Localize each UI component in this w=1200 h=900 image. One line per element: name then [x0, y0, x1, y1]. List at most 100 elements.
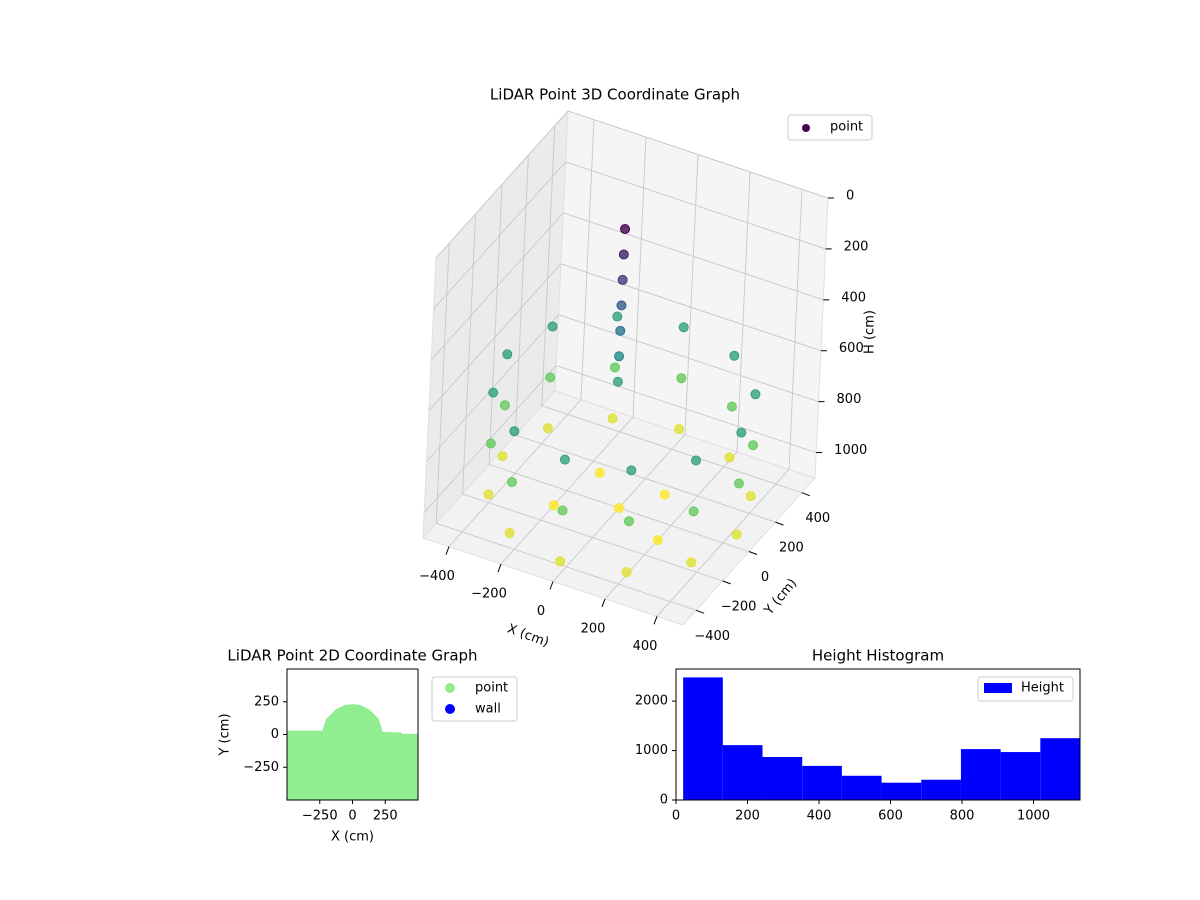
bar: [802, 765, 842, 800]
tick-mark: [801, 492, 810, 497]
chart-title: Height Histogram: [812, 647, 944, 665]
bar: [683, 677, 723, 800]
point: [502, 349, 513, 360]
bar: [960, 749, 1001, 800]
point: [615, 325, 626, 336]
point: [724, 452, 735, 463]
point: [691, 455, 702, 466]
x-tick-label: 200: [581, 621, 606, 636]
point: [659, 489, 670, 500]
bar: [1000, 752, 1041, 800]
bar: [1040, 738, 1080, 800]
point: [614, 503, 624, 513]
grid-line: [541, 125, 556, 406]
point: [736, 427, 747, 438]
legend-box: [787, 114, 873, 141]
point: [612, 376, 623, 387]
grid-line: [436, 522, 697, 611]
point: [616, 300, 627, 311]
bar: [921, 779, 961, 800]
tick-mark: [497, 563, 502, 573]
legend-marker: [802, 124, 810, 132]
y-tick-label: 1000: [635, 743, 668, 758]
point: [557, 505, 568, 516]
legend-marker: [445, 704, 455, 714]
grid-line: [515, 434, 776, 523]
point: [497, 451, 508, 462]
legend-box: [431, 676, 518, 722]
grid-line: [788, 189, 803, 470]
y-axis-label: Y (cm): [218, 713, 233, 756]
axes-frame: [675, 668, 1081, 801]
point: [731, 529, 742, 540]
point: [673, 424, 684, 435]
x-tick-label: 0: [348, 809, 356, 824]
x-tick-label: −250: [302, 809, 338, 824]
point: [748, 440, 759, 451]
point: [509, 426, 520, 437]
point: [729, 350, 740, 361]
grid-line: [563, 212, 824, 301]
y-tick-label: −200: [721, 599, 757, 614]
point: [617, 274, 628, 285]
grid-line: [435, 243, 450, 524]
z-tick-label: 200: [844, 239, 869, 254]
point: [488, 387, 499, 398]
z-tick-label: 800: [837, 392, 862, 407]
point: [733, 478, 744, 489]
legend-marker: [445, 683, 455, 693]
grid-line: [462, 493, 723, 582]
grid-line: [736, 171, 751, 452]
z-tick-label: 1000: [834, 443, 867, 458]
point: [626, 465, 637, 476]
bar: [881, 782, 922, 800]
x-tick-label: 250: [373, 809, 398, 824]
point: [499, 400, 510, 411]
grid-line: [565, 161, 826, 250]
point: [485, 438, 496, 449]
y-tick-label: 2000: [635, 694, 668, 709]
point: [547, 321, 558, 332]
grid-line: [435, 110, 569, 259]
x-tick-label: 800: [950, 809, 975, 824]
x-tick-label: −400: [419, 569, 455, 584]
bar: [722, 745, 763, 800]
legend-label: wall: [475, 702, 501, 717]
point: [555, 556, 566, 567]
z-tick-label: 400: [841, 290, 866, 305]
x-tick-label: 400: [633, 639, 658, 654]
point: [676, 373, 687, 384]
point: [726, 401, 737, 412]
x-tick-label: 0: [672, 809, 680, 824]
grid-line: [558, 314, 819, 403]
grid-line: [567, 110, 829, 199]
point: [745, 491, 756, 502]
z-tick-label: 600: [839, 341, 864, 356]
point: [688, 506, 699, 517]
x-tick-label: −200: [471, 587, 507, 602]
grid-line: [462, 213, 477, 494]
x-tick-label: 400: [807, 809, 832, 824]
point: [607, 413, 618, 424]
point: [542, 423, 553, 434]
tick-mark: [445, 546, 450, 555]
y-tick-label: 200: [779, 541, 804, 556]
point: [621, 567, 632, 578]
tick-mark: [601, 598, 606, 608]
y-tick-label: −400: [694, 629, 730, 644]
tick-mark: [549, 581, 554, 590]
point-region: [287, 704, 418, 800]
grid-line: [430, 212, 564, 361]
chart-title: LiDAR Point 2D Coordinate Graph: [227, 647, 477, 665]
legend-label: point: [830, 120, 863, 135]
point: [545, 372, 556, 383]
x-tick-label: 1000: [1017, 809, 1050, 824]
point: [620, 224, 631, 235]
point: [559, 454, 570, 465]
x-tick-label: 600: [878, 809, 903, 824]
tick-mark: [722, 580, 731, 585]
point: [609, 362, 620, 373]
y-tick-label: 250: [254, 694, 279, 709]
point: [652, 535, 663, 546]
tick-mark: [748, 551, 758, 555]
